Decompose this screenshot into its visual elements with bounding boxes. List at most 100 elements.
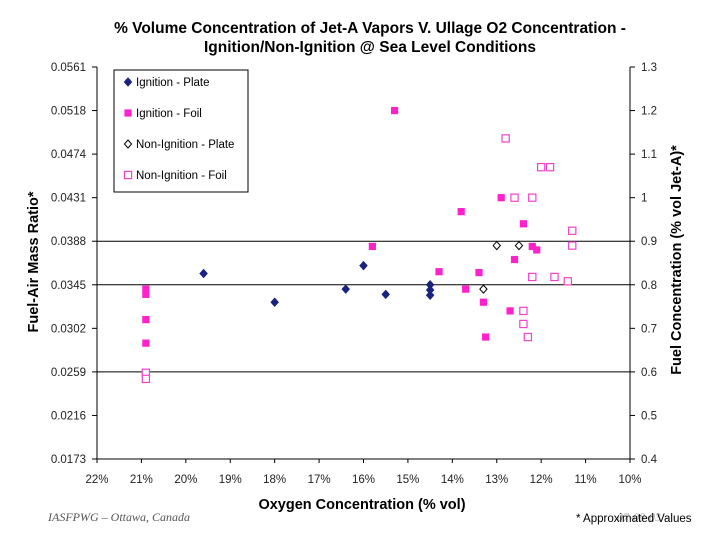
data-point [519, 220, 527, 228]
legend-marker [123, 170, 133, 180]
x-tick-label: 20% [174, 474, 197, 486]
data-point [528, 242, 536, 251]
data-point [514, 240, 524, 251]
legend-label: Non-Ignition - Foil [136, 170, 227, 182]
data-point [425, 290, 435, 300]
left-y-tick-label: 0.0518 [51, 106, 86, 118]
x-tick-label: 17% [308, 474, 331, 486]
data-point [497, 194, 505, 202]
data-point [492, 240, 502, 251]
data-point [482, 333, 490, 341]
data-point [510, 255, 519, 264]
left-y-tick-label: 0.0302 [51, 323, 86, 335]
data-point [142, 290, 150, 298]
x-tick-label: 18% [263, 474, 286, 486]
right-y-tick-label: 0.6 [641, 367, 657, 379]
data-point [550, 272, 559, 282]
series-ignition-plate [199, 260, 435, 307]
data-point [381, 289, 390, 300]
left-y-tick-label: 0.0345 [51, 280, 86, 292]
legend-box [113, 69, 249, 193]
data-point [568, 226, 577, 235]
legend-label: Non-Ignition - Plate [136, 139, 234, 151]
data-point [563, 277, 573, 286]
legend-marker [123, 139, 133, 149]
x-tick-label: 12% [530, 474, 553, 486]
data-point [368, 242, 376, 251]
data-point [501, 134, 510, 143]
footer-location: IASFPWG – Ottawa, Canada [48, 510, 190, 524]
left-y-tick-label: 0.0216 [51, 410, 86, 422]
data-point [341, 284, 351, 294]
data-point [359, 260, 368, 271]
left-y-tick-label: 0.0259 [51, 367, 86, 379]
left-y-tick-label: 0.0173 [51, 454, 86, 466]
data-point [533, 246, 541, 254]
right-y-axis-label: Fuel Concentration (% vol Jet-A)* [669, 145, 685, 375]
x-tick-label: 11% [574, 474, 596, 486]
data-point [479, 298, 488, 306]
x-tick-label: 22% [85, 474, 108, 486]
data-point [435, 268, 443, 276]
data-point [270, 297, 279, 307]
legend-marker [123, 77, 133, 87]
left-y-tick-label: 0.0561 [51, 62, 86, 74]
right-y-tick-label: 0.4 [641, 454, 658, 466]
data-point [142, 339, 150, 347]
data-point [475, 268, 483, 277]
footer-note: * Approximated Values [576, 513, 692, 525]
data-point [568, 241, 577, 250]
data-point [462, 285, 470, 293]
data-point [390, 106, 399, 115]
chart-title-line-2: Ignition/Non-Ignition @ Sea Level Condit… [204, 39, 536, 56]
x-tick-label: 10% [618, 474, 641, 486]
data-point [479, 284, 488, 294]
footer-date: 07-08-03 [617, 510, 661, 524]
data-point [142, 316, 150, 324]
data-point [142, 285, 150, 293]
left-y-axis-label: Fuel-Air Mass Ratio* [26, 191, 42, 332]
left-y-tick-label: 0.0474 [51, 149, 87, 161]
x-tick-label: 19% [219, 474, 242, 486]
data-point [519, 319, 528, 329]
data-point [199, 268, 208, 279]
legend-label: Ignition - Plate [136, 77, 210, 89]
data-point [510, 193, 519, 202]
legend-label: Ignition - Foil [136, 108, 202, 120]
series-non-ignition-plate [479, 240, 524, 294]
legend: Ignition - Plate Ignition - Foil Non-Ignit… [113, 69, 249, 193]
right-y-tick-label: 0.7 [641, 323, 657, 335]
data-point [519, 306, 528, 316]
x-tick-label: 13% [485, 474, 508, 486]
legend-marker [124, 109, 132, 117]
chart-title-line-1: % Volume Concentration of Jet-A Vapors V… [114, 20, 626, 37]
right-y-tick-label: 0.5 [641, 410, 657, 422]
data-point [528, 272, 537, 282]
left-y-tick-label: 0.0388 [51, 236, 86, 248]
x-tick-label: 14% [441, 474, 464, 486]
x-tick-label: 21% [130, 474, 153, 486]
right-y-tick-label: 1.3 [641, 62, 657, 74]
x-axis-label: Oxygen Concentration (% vol) [258, 497, 465, 513]
data-point [523, 332, 533, 342]
series-non-ignition-foil [141, 134, 577, 384]
right-y-tick-label: 0.9 [641, 236, 657, 248]
data-point [545, 162, 555, 172]
x-tick-label: 15% [396, 474, 419, 486]
x-tick-label: 16% [352, 474, 375, 486]
data-points [141, 106, 577, 384]
right-y-tick-label: 0.8 [641, 280, 657, 292]
right-y-tick-label: 1.2 [641, 106, 657, 118]
axis-ticks: 1.3 1.2 1.1 1 0.9 0.8 0.7 0.6 0.5 0.4 0.0561 0.0518… [51, 62, 658, 486]
data-point [457, 208, 465, 216]
data-point [528, 193, 537, 202]
data-point [506, 307, 514, 315]
series-ignition-foil [142, 106, 541, 347]
right-y-tick-label: 1.1 [641, 149, 657, 161]
gridlines [97, 240, 630, 373]
right-y-tick-label: 1 [641, 193, 647, 205]
data-point [536, 162, 546, 172]
left-y-tick-label: 0.0431 [51, 193, 86, 205]
data-point [141, 374, 151, 384]
